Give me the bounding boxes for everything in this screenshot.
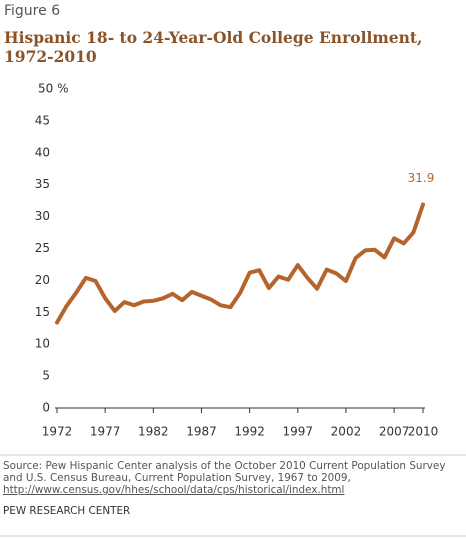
x-tick-label: 1972 (42, 425, 73, 439)
y-tick-label: 50 % (38, 82, 69, 96)
x-tick-label: 1987 (186, 425, 217, 439)
y-tick-label: 40 (35, 145, 50, 159)
x-tick-label: 2002 (331, 425, 362, 439)
data-label: 31.9 (408, 171, 435, 185)
y-tick-label: 15 (35, 305, 50, 319)
y-tick-label: 30 (35, 209, 50, 223)
y-tick-label: 0 (42, 401, 50, 415)
x-tick-label: 1992 (234, 425, 265, 439)
x-tick-label: 2007 (379, 425, 410, 439)
line (55, 202, 425, 325)
x-tick-label: 2010 (408, 425, 439, 439)
x-tick-label: 1982 (138, 425, 169, 439)
y-tick-label: 5 (42, 369, 50, 383)
figure-label: Figure 6 (4, 3, 61, 19)
x-tick-label: 1977 (90, 425, 121, 439)
x-tick-label: 1997 (283, 425, 314, 439)
y-tick-label: 45 (35, 113, 50, 127)
footer: PEW RESEARCH CENTER (3, 505, 131, 517)
y-tick-label: 20 (35, 273, 50, 287)
y-tick-label: 35 (35, 177, 50, 191)
chart-title: Hispanic 18- to 24-Year-Old College Enro… (4, 28, 423, 66)
y-tick-label: 25 (35, 241, 50, 255)
source-link[interactable]: http://www.census.gov/hhes/school/data/c… (3, 484, 345, 496)
source: Source: Pew Hispanic Center analysis of … (3, 460, 465, 496)
source-text: Source: Pew Hispanic Center analysis of … (3, 460, 446, 484)
y-tick-label: 10 (35, 337, 50, 351)
